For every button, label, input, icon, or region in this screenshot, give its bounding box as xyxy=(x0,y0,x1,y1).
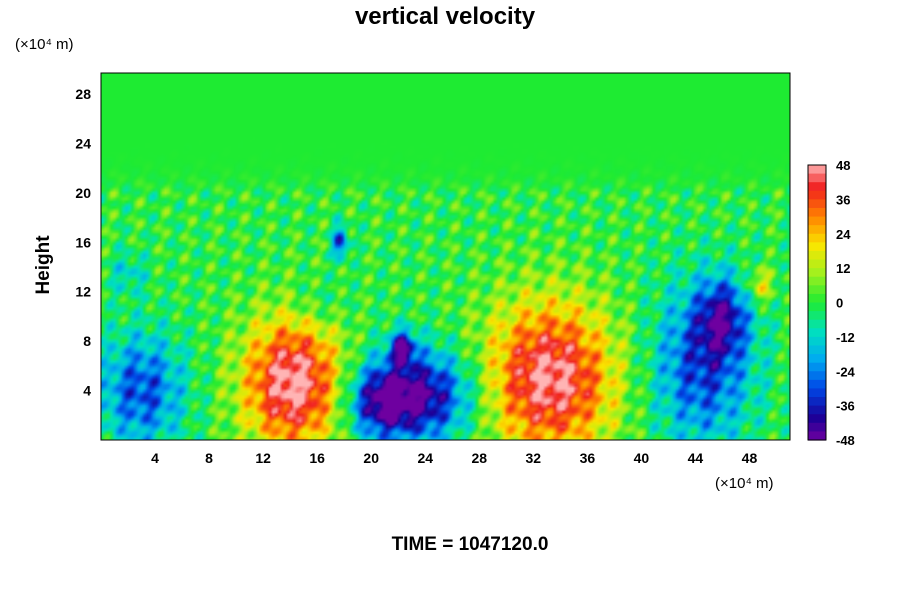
colorbar-tick-label: -48 xyxy=(836,433,855,448)
colorbar-band xyxy=(808,199,826,209)
colorbar-band xyxy=(808,207,826,218)
plot-frame xyxy=(100,72,791,441)
colorbar-band xyxy=(808,362,826,372)
colorbar-band xyxy=(808,431,826,441)
y-tick-label: 20 xyxy=(75,185,91,201)
colorbar-band xyxy=(808,354,826,364)
colorbar-band xyxy=(808,379,826,390)
colorbar-band xyxy=(808,276,826,286)
y-tick-label: 12 xyxy=(75,284,91,300)
heatmap-image xyxy=(101,73,790,440)
colorbar-tick-label: 0 xyxy=(836,296,843,311)
colorbar-band xyxy=(808,397,826,407)
y-axis-unit: (×10⁴ m) xyxy=(15,36,74,53)
colorbar-band xyxy=(808,311,826,321)
x-tick-label: 24 xyxy=(417,450,433,466)
colorbar-frame xyxy=(807,164,827,441)
colorbar-band xyxy=(808,293,826,304)
y-tick-label: 24 xyxy=(75,135,91,151)
colorbar-band xyxy=(808,182,826,192)
colorbar-tick-label: 36 xyxy=(836,192,850,207)
colorbar-band xyxy=(808,345,826,355)
colorbar-band xyxy=(808,319,826,329)
x-tick-label: 4 xyxy=(151,450,159,466)
colorbar-band xyxy=(808,414,826,424)
y-tick-label: 16 xyxy=(75,234,91,250)
y-tick-label: 8 xyxy=(83,333,91,349)
colorbar-tick-label: -12 xyxy=(836,330,855,345)
x-tick-label: 8 xyxy=(205,450,213,466)
colorbar-band xyxy=(808,233,826,243)
y-axis-ticks: 4 8 12 16 20 24 28 xyxy=(75,86,91,399)
chart-title: vertical velocity xyxy=(355,3,536,30)
colorbar-band xyxy=(808,268,826,278)
colorbar-band xyxy=(808,165,826,175)
x-axis-unit: (×10⁴ m) xyxy=(715,475,774,492)
time-label: TIME = 1047120.0 xyxy=(392,534,549,555)
colorbar-band xyxy=(808,336,826,347)
colorbar-band xyxy=(808,259,826,269)
colorbar-band xyxy=(808,173,826,183)
x-tick-label: 16 xyxy=(309,450,325,466)
x-tick-label: 32 xyxy=(526,450,542,466)
y-tick-label: 28 xyxy=(75,86,91,102)
colorbar-band xyxy=(808,242,826,252)
colorbar-band xyxy=(808,328,826,338)
colorbar-tick-label: 12 xyxy=(836,261,850,276)
colorbar-tick-label: -24 xyxy=(836,364,856,379)
colorbar-band xyxy=(808,225,826,235)
colorbar-band xyxy=(808,190,826,200)
x-tick-label: 28 xyxy=(471,450,487,466)
y-axis-label: Height xyxy=(33,235,54,295)
x-axis-ticks: 4 8 12 16 20 24 28 32 36 40 44 48 xyxy=(151,450,757,466)
colorbar-band xyxy=(808,371,826,381)
x-tick-label: 12 xyxy=(255,450,271,466)
colorbar-band xyxy=(808,285,826,295)
x-tick-label: 20 xyxy=(363,450,379,466)
colorbar-band xyxy=(808,422,826,433)
colorbar xyxy=(807,164,827,441)
colorbar-band xyxy=(808,405,826,415)
colorbar-band xyxy=(808,216,826,226)
colorbar-band xyxy=(808,388,826,398)
x-tick-label: 40 xyxy=(634,450,650,466)
colorbar-ticks: 48 36 24 12 0 -12 -24 -36 -48 xyxy=(836,158,856,448)
y-tick-label: 4 xyxy=(83,383,91,399)
x-tick-label: 44 xyxy=(688,450,704,466)
x-tick-label: 48 xyxy=(742,450,758,466)
colorbar-tick-label: 48 xyxy=(836,158,850,173)
heatmap-field xyxy=(101,73,790,440)
colorbar-band xyxy=(808,302,826,312)
colorbar-tick-label: -36 xyxy=(836,399,855,414)
colorbar-tick-label: 24 xyxy=(836,227,851,242)
colorbar-band xyxy=(808,250,826,261)
x-tick-label: 36 xyxy=(580,450,596,466)
